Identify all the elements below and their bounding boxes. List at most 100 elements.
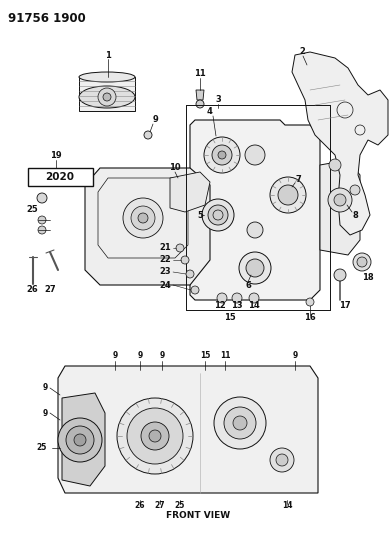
Circle shape: [306, 298, 314, 306]
Text: 8: 8: [352, 211, 358, 220]
Text: 15: 15: [200, 351, 210, 360]
Circle shape: [334, 269, 346, 281]
Polygon shape: [196, 90, 204, 100]
Text: 11: 11: [220, 351, 230, 360]
Text: 4: 4: [207, 108, 213, 117]
Circle shape: [334, 194, 346, 206]
Text: 9: 9: [160, 351, 165, 360]
Circle shape: [218, 151, 226, 159]
Text: 27: 27: [44, 286, 56, 295]
Text: 25: 25: [37, 443, 47, 453]
Text: 17: 17: [339, 301, 351, 310]
Text: 2: 2: [299, 47, 305, 56]
Circle shape: [328, 188, 352, 212]
Text: 9: 9: [292, 351, 298, 360]
Circle shape: [245, 145, 265, 165]
Text: 91756 1900: 91756 1900: [8, 12, 86, 25]
Text: 14: 14: [248, 301, 260, 310]
Circle shape: [224, 407, 256, 439]
Text: 27: 27: [155, 502, 165, 511]
Circle shape: [98, 88, 116, 106]
Circle shape: [329, 159, 341, 171]
Text: 24: 24: [159, 280, 171, 289]
Circle shape: [144, 131, 152, 139]
Circle shape: [58, 418, 102, 462]
Text: 25: 25: [26, 206, 38, 214]
Circle shape: [353, 253, 371, 271]
FancyBboxPatch shape: [28, 168, 93, 186]
Circle shape: [38, 216, 46, 224]
Text: 9: 9: [137, 351, 143, 360]
Text: 6: 6: [245, 280, 251, 289]
Circle shape: [202, 199, 234, 231]
Ellipse shape: [79, 72, 135, 82]
Circle shape: [131, 206, 155, 230]
Polygon shape: [58, 366, 318, 493]
Text: 16: 16: [304, 313, 316, 322]
Text: 9: 9: [42, 384, 48, 392]
Circle shape: [278, 185, 298, 205]
Circle shape: [232, 293, 242, 303]
Circle shape: [66, 426, 94, 454]
Polygon shape: [292, 52, 388, 235]
Polygon shape: [320, 160, 360, 255]
Circle shape: [239, 252, 271, 284]
Polygon shape: [79, 77, 135, 111]
Circle shape: [357, 257, 367, 267]
Circle shape: [276, 454, 288, 466]
Circle shape: [233, 416, 247, 430]
Circle shape: [149, 430, 161, 442]
Text: FRONT VIEW: FRONT VIEW: [166, 512, 230, 521]
Text: 15: 15: [224, 313, 236, 322]
Circle shape: [217, 293, 227, 303]
Circle shape: [181, 256, 189, 264]
Text: 12: 12: [214, 301, 226, 310]
Text: 26: 26: [26, 286, 38, 295]
Text: 7: 7: [295, 175, 301, 184]
Text: 19: 19: [50, 151, 62, 160]
Text: 2020: 2020: [45, 172, 75, 182]
Circle shape: [270, 448, 294, 472]
Circle shape: [214, 397, 266, 449]
Text: 25: 25: [175, 502, 185, 511]
Text: 9: 9: [42, 408, 48, 417]
Polygon shape: [190, 120, 320, 300]
Text: 18: 18: [362, 273, 374, 282]
Circle shape: [37, 193, 47, 203]
Circle shape: [141, 422, 169, 450]
Circle shape: [103, 93, 111, 101]
Text: 10: 10: [169, 164, 181, 173]
Text: 23: 23: [159, 268, 171, 277]
Text: 21: 21: [159, 244, 171, 253]
Text: 3: 3: [215, 95, 221, 104]
Circle shape: [74, 434, 86, 446]
Circle shape: [270, 177, 306, 213]
Text: 5: 5: [197, 211, 203, 220]
Text: 26: 26: [135, 502, 145, 511]
Circle shape: [247, 222, 263, 238]
Circle shape: [196, 100, 204, 108]
Circle shape: [249, 293, 259, 303]
Circle shape: [123, 198, 163, 238]
Polygon shape: [170, 172, 210, 212]
Circle shape: [212, 145, 232, 165]
Circle shape: [186, 270, 194, 278]
Circle shape: [208, 205, 228, 225]
Text: 9: 9: [153, 116, 159, 125]
Circle shape: [246, 259, 264, 277]
Circle shape: [176, 244, 184, 252]
Text: 9: 9: [112, 351, 118, 360]
Ellipse shape: [79, 86, 135, 108]
Circle shape: [138, 213, 148, 223]
Circle shape: [350, 185, 360, 195]
Polygon shape: [62, 393, 105, 486]
Text: 13: 13: [231, 301, 243, 310]
Text: 14: 14: [282, 502, 292, 511]
Circle shape: [38, 226, 46, 234]
Circle shape: [204, 137, 240, 173]
Polygon shape: [85, 168, 210, 285]
Circle shape: [127, 408, 183, 464]
Text: 11: 11: [194, 69, 206, 78]
Text: 1: 1: [105, 52, 111, 61]
Circle shape: [117, 398, 193, 474]
